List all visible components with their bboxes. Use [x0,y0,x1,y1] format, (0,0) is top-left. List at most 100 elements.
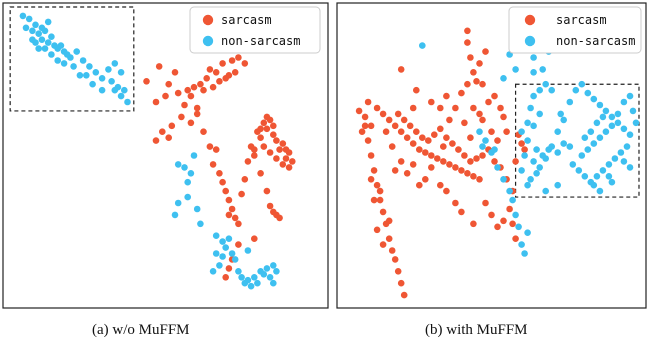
point-b-sarcasm-104 [473,78,480,85]
point-b-sarcasm-71 [416,181,423,189]
point-a-non-sarcasm-40 [121,86,128,94]
point-b-non-sarcasm-1 [476,128,483,135]
scatter-panel-a: sarcasm non-sarcasm [2,2,329,309]
point-b-non-sarcasm-16 [524,181,531,189]
point-b-non-sarcasm-43 [572,86,580,94]
point-a-sarcasm-43 [231,214,239,222]
point-b-sarcasm-97 [494,137,501,144]
point-a-sarcasm-82 [238,190,245,198]
point-a-non-sarcasm-70 [266,274,274,281]
point-a-non-sarcasm-69 [273,268,280,275]
point-b-sarcasm-89 [461,119,468,127]
panel-a-legend-box [189,6,321,54]
point-a-non-sarcasm-44 [174,161,182,168]
panel-b-points [355,27,640,299]
point-b-non-sarcasm-93 [530,54,537,61]
point-b-sarcasm-22 [361,113,369,121]
point-b-sarcasm-24 [373,104,381,112]
point-b-non-sarcasm-34 [536,86,543,94]
point-b-sarcasm-82 [428,98,435,106]
point-b-sarcasm-14 [400,291,408,299]
point-b-non-sarcasm-86 [557,110,564,118]
point-b-non-sarcasm-3 [482,137,489,144]
point-b-sarcasm-96 [503,128,510,135]
point-b-sarcasm-51 [449,140,456,147]
point-b-non-sarcasm-56 [605,161,613,168]
point-a-non-sarcasm-15 [67,54,74,61]
point-b-non-sarcasm-53 [623,143,631,150]
point-b-sarcasm-84 [397,66,405,73]
point-a-sarcasm-13 [228,57,236,64]
point-a-non-sarcasm-23 [44,18,52,26]
point-a-non-sarcasm-51 [184,193,191,201]
point-a-sarcasm-7 [184,86,191,94]
point-b-sarcasm-6 [376,196,384,204]
point-a-sarcasm-53 [273,137,280,144]
panel-b-legend-box [508,6,642,54]
point-b-sarcasm-62 [506,205,513,213]
point-b-non-sarcasm-24 [542,155,549,162]
point-b-sarcasm-0 [355,107,363,115]
point-a-sarcasm-66 [260,119,268,127]
point-b-non-sarcasm-38 [530,122,537,130]
point-b-non-sarcasm-13 [521,250,528,257]
point-a-non-sarcasm-49 [171,211,179,219]
point-b-sarcasm-23 [364,98,372,106]
point-b-non-sarcasm-63 [578,152,586,159]
point-b-non-sarcasm-72 [629,107,637,115]
point-b-non-sarcasm-28 [560,140,567,147]
point-b-non-sarcasm-55 [611,155,619,162]
point-b-non-sarcasm-14 [524,229,531,236]
panel-a-points [19,12,296,290]
point-b-sarcasm-7 [379,208,387,216]
point-a-non-sarcasm-47 [190,152,198,159]
point-b-sarcasm-72 [422,176,429,183]
point-a-sarcasm-52 [266,149,274,156]
point-a-sarcasm-14 [235,54,242,61]
panel-a-legend-marker-non-sarcasm [202,35,214,47]
point-b-non-sarcasm-71 [626,92,634,100]
point-a-non-sarcasm-46 [187,170,195,177]
point-a-non-sarcasm-53 [197,220,204,228]
point-b-non-sarcasm-10 [512,211,519,219]
point-a-non-sarcasm-2 [32,21,39,29]
point-b-sarcasm-68 [397,158,405,165]
point-b-non-sarcasm-41 [560,116,567,124]
point-a-sarcasm-42 [225,211,233,219]
point-a-sarcasm-59 [289,158,296,165]
point-b-sarcasm-26 [385,116,393,124]
point-b-non-sarcasm-84 [554,181,561,189]
point-a-sarcasm-57 [285,149,293,156]
point-b-sarcasm-69 [403,170,411,177]
point-b-non-sarcasm-17 [527,176,534,183]
panel-b-highlight-box [514,83,640,198]
point-b-non-sarcasm-80 [605,173,613,180]
point-b-sarcasm-95 [500,113,507,121]
point-b-sarcasm-112 [509,220,516,228]
point-b-sarcasm-34 [434,155,441,162]
point-b-sarcasm-67 [391,167,399,174]
point-b-non-sarcasm-88 [539,66,546,73]
point-a-sarcasm-63 [270,122,277,130]
point-b-sarcasm-74 [440,143,447,150]
point-a-non-sarcasm-19 [35,45,42,52]
point-b-non-sarcasm-36 [548,86,555,94]
point-a-non-sarcasm-32 [124,98,131,106]
point-a-sarcasm-21 [206,66,214,73]
point-a-sarcasm-30 [165,134,172,141]
point-a-non-sarcasm-20 [41,45,49,52]
point-a-non-sarcasm-48 [184,178,191,186]
point-a-non-sarcasm-75 [270,279,277,287]
point-b-sarcasm-107 [443,187,450,195]
point-a-non-sarcasm-41 [73,48,80,55]
point-a-sarcasm-16 [200,86,207,94]
point-a-non-sarcasm-60 [216,262,223,269]
point-b-sarcasm-3 [367,152,375,159]
point-b-sarcasm-37 [452,164,459,171]
point-b-sarcasm-83 [413,86,420,94]
point-b-non-sarcasm-54 [617,149,625,156]
point-a-sarcasm-77 [235,241,242,248]
point-b-sarcasm-58 [491,158,498,165]
point-b-non-sarcasm-77 [581,134,589,141]
